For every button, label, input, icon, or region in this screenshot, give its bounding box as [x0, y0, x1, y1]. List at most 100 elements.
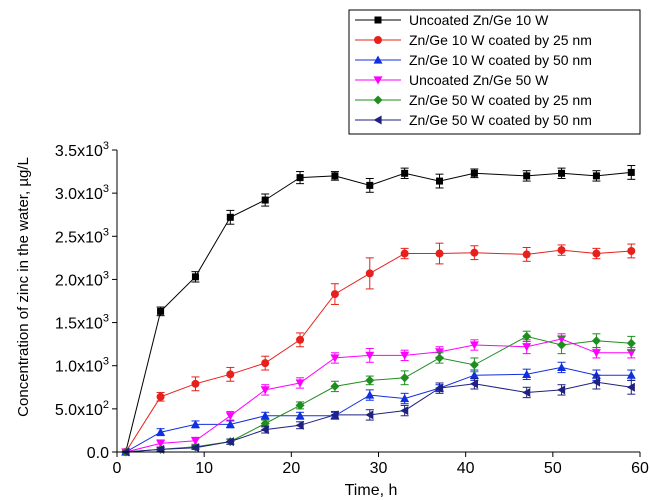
data-point: [366, 181, 374, 189]
data-point: [591, 336, 601, 346]
x-tick-label: 30: [370, 460, 388, 477]
data-point: [373, 115, 382, 125]
data-point: [592, 249, 601, 258]
series-3: [121, 361, 636, 456]
data-point: [296, 174, 304, 182]
data-point: [557, 340, 567, 350]
data-point: [295, 420, 304, 430]
data-point: [373, 76, 383, 85]
data-point: [435, 249, 444, 258]
x-tick-label: 40: [457, 460, 475, 477]
data-point: [296, 335, 305, 344]
legend-item: Uncoated Zn/Ge 50 W: [355, 72, 549, 88]
data-point: [295, 400, 305, 410]
data-point: [522, 331, 532, 341]
data-point: [522, 250, 531, 259]
x-tick-label: 0: [113, 460, 122, 477]
data-point: [627, 168, 635, 176]
series-line: [125, 171, 632, 453]
data-point: [330, 410, 339, 420]
data-point: [592, 172, 600, 180]
y-tick-label: 3.5x103: [55, 140, 109, 160]
data-point: [469, 370, 479, 379]
legend: Uncoated Zn/Ge 10 W Zn/Ge 10 W coated by …: [348, 9, 641, 135]
x-tick-label: 20: [282, 460, 300, 477]
data-point: [626, 349, 636, 358]
data-point: [190, 443, 200, 453]
y-ticks: 0.0 5.0x102 1.0x103 1.5x103 2.0x103 2.5x103 3.…: [55, 140, 117, 462]
data-point: [435, 383, 444, 393]
y-tick-label: 0.0: [87, 445, 109, 462]
data-point: [190, 437, 200, 446]
data-point: [365, 269, 374, 278]
data-point: [191, 273, 199, 281]
data-point: [260, 425, 269, 435]
y-tick-label: 2.0x103: [55, 269, 109, 289]
legend-label: Zn/Ge 50 W coated by 50 nm: [409, 112, 592, 128]
data-point: [365, 351, 375, 360]
data-point: [400, 373, 410, 383]
legend-label: Zn/Ge 10 W coated by 25 nm: [409, 32, 592, 48]
series-line: [125, 335, 632, 453]
legend-item: Zn/Ge 10 W coated by 50 nm: [355, 52, 592, 68]
data-point: [627, 246, 636, 255]
data-point: [558, 169, 566, 177]
data-point: [226, 370, 235, 379]
data-point: [557, 246, 566, 255]
data-point: [400, 406, 409, 416]
data-point: [295, 379, 305, 388]
data-point: [400, 394, 410, 403]
data-point: [157, 307, 165, 315]
series-line: [125, 381, 632, 453]
data-point: [260, 411, 270, 420]
legend-label: Zn/Ge 50 W coated by 25 nm: [409, 92, 592, 108]
data-point: [591, 377, 601, 387]
data-point: [469, 360, 479, 370]
data-point: [469, 341, 479, 350]
data-point: [331, 172, 339, 180]
y-axis-label: Concentration of zinc in the water, µg/L: [15, 157, 32, 417]
data-point: [225, 419, 235, 428]
series-line: [125, 249, 632, 453]
data-point: [469, 379, 478, 389]
axes: 0 10 20 30 40 50 60 0.0 5.0x102 1.0x103 1.5x103 2.…: [55, 140, 649, 477]
series-6: [121, 374, 636, 457]
data-point: [260, 386, 270, 395]
legend-item: Zn/Ge 50 W coated by 50 nm: [355, 112, 592, 128]
data-point: [470, 169, 478, 177]
data-point: [374, 36, 382, 44]
data-point: [557, 362, 567, 372]
legend-label: Uncoated Zn/Ge 50 W: [409, 72, 549, 88]
data-point: [470, 248, 479, 257]
data-point: [191, 379, 200, 388]
data-point: [522, 369, 532, 378]
data-point: [436, 177, 444, 185]
data-point: [156, 439, 166, 448]
data-point: [373, 95, 383, 105]
data-point: [190, 419, 200, 428]
legend-item: Uncoated Zn/Ge 10 W: [355, 12, 549, 28]
x-ticks: 0 10 20 30 40 50 60: [113, 452, 649, 477]
legend-box: [348, 9, 641, 135]
data-point: [330, 354, 340, 363]
x-tick-label: 10: [195, 460, 213, 477]
data-point: [523, 172, 531, 180]
data-point: [400, 249, 409, 258]
series-1: [122, 165, 636, 456]
data-point: [435, 353, 445, 363]
data-point: [400, 351, 410, 360]
data-point: [374, 16, 382, 24]
x-tick-label: 50: [544, 460, 562, 477]
y-tick-label: 5.0x102: [55, 399, 109, 419]
data-point: [365, 410, 374, 420]
legend-label: Zn/Ge 10 W coated by 50 nm: [409, 52, 592, 68]
data-point: [365, 390, 375, 399]
data-point: [156, 427, 166, 436]
series-2: [121, 242, 636, 456]
x-axis-label: Time, h: [345, 482, 398, 499]
data-point: [261, 196, 269, 204]
y-tick-label: 1.0x103: [55, 356, 109, 376]
data-point: [373, 55, 383, 64]
data-point: [261, 359, 270, 368]
